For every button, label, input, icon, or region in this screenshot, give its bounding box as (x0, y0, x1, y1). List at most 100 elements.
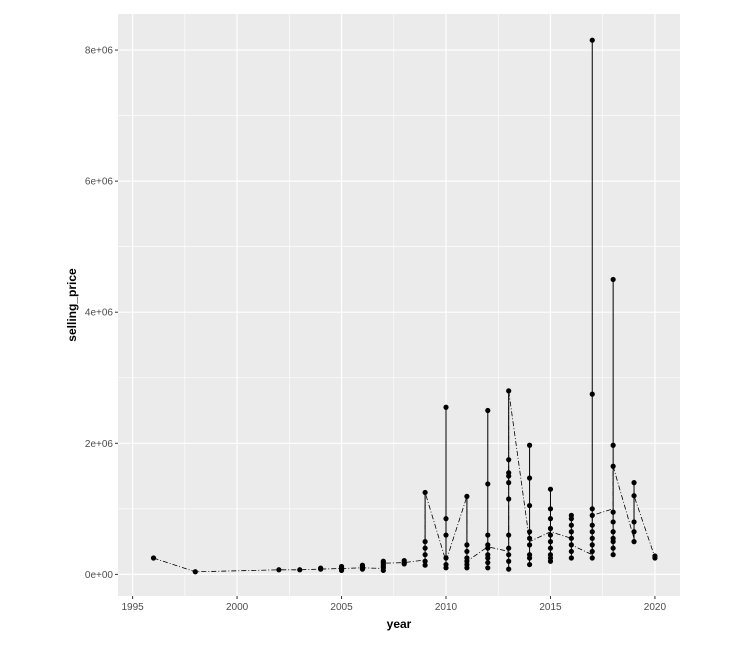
data-point (485, 565, 491, 571)
data-point (485, 532, 491, 538)
data-point (568, 548, 574, 555)
major-gridlines (118, 14, 680, 596)
data-point (506, 496, 512, 502)
y-tick-label: 6e+06 (85, 177, 114, 188)
data-point (464, 548, 470, 555)
data-point (547, 486, 554, 492)
data-point (506, 470, 512, 476)
data-point (610, 519, 616, 525)
data-point (380, 558, 386, 564)
data-point (547, 552, 554, 558)
data-point (506, 532, 512, 538)
data-point (443, 561, 449, 568)
data-point (464, 555, 470, 561)
data-point (568, 522, 574, 528)
data-point (568, 542, 574, 548)
data-point (506, 388, 512, 394)
data-point (526, 542, 533, 548)
data-point (526, 442, 533, 448)
data-point (485, 481, 491, 487)
data-point (464, 542, 470, 548)
x-tick-label: 2000 (226, 602, 249, 613)
data-point (359, 562, 366, 568)
data-point (422, 539, 428, 545)
y-axis-title: selling_price (65, 268, 79, 342)
data-point (422, 562, 428, 568)
data-point (589, 542, 595, 548)
x-tick-label: 2010 (435, 602, 458, 613)
data-point (631, 480, 637, 486)
data-point (568, 555, 574, 561)
data-point (192, 569, 198, 575)
x-tick-label: 2020 (644, 602, 667, 613)
y-tick-label: 2e+06 (85, 439, 114, 450)
data-point (150, 555, 157, 561)
data-point (589, 535, 595, 541)
data-point (589, 548, 595, 555)
plot-panel (118, 14, 680, 596)
data-point (422, 552, 428, 558)
data-point (547, 516, 554, 522)
data-point (568, 535, 574, 541)
data-point (547, 539, 554, 545)
data-point (631, 493, 637, 499)
data-point (589, 391, 595, 397)
data-point (443, 404, 449, 410)
data-point (422, 489, 428, 496)
y-tick-label: 8e+06 (85, 46, 114, 57)
data-point (526, 535, 533, 541)
data-point (276, 567, 282, 573)
data-point (422, 545, 428, 551)
axes: 1995 2000 2005 2010 2015 2020 0e+00 2e+06 4e+06 6… (85, 46, 667, 613)
data-point (547, 506, 554, 512)
data-point (568, 529, 574, 535)
data-points (150, 37, 658, 575)
data-point (589, 512, 595, 518)
data-point (589, 37, 595, 43)
data-point (652, 553, 658, 559)
data-point (547, 532, 554, 538)
data-point (422, 558, 428, 564)
data-point (485, 407, 491, 414)
data-point (338, 563, 345, 570)
data-point (443, 516, 449, 522)
data-point (506, 566, 512, 572)
data-point (610, 276, 616, 283)
data-point (547, 545, 554, 551)
data-point (318, 565, 324, 571)
data-point (610, 529, 616, 535)
data-point (589, 522, 595, 528)
data-point (506, 480, 512, 486)
x-tick-label: 2015 (539, 602, 562, 613)
data-point (506, 545, 512, 551)
data-point (610, 463, 616, 469)
x-tick-label: 2005 (330, 602, 353, 613)
data-point (610, 509, 616, 515)
data-point (464, 493, 470, 499)
minor-gridlines (118, 14, 680, 596)
data-point (506, 552, 512, 558)
data-point (610, 442, 616, 448)
data-point (526, 502, 533, 509)
data-point (297, 567, 303, 573)
data-point (589, 555, 595, 561)
data-point (526, 529, 533, 535)
data-point (506, 558, 512, 564)
x-axis-title: year (387, 617, 412, 631)
data-point (610, 535, 616, 541)
data-point (589, 506, 595, 512)
y-tick-label: 0e+00 (85, 570, 114, 581)
y-tick-label: 4e+06 (85, 308, 114, 319)
data-point (526, 561, 533, 568)
x-tick-label: 1995 (121, 602, 144, 613)
data-point (631, 539, 637, 545)
data-point (631, 519, 637, 525)
data-point (547, 525, 554, 532)
data-point (568, 512, 574, 518)
data-point (401, 558, 407, 564)
data-point (526, 552, 533, 558)
data-point (631, 529, 637, 535)
data-point (610, 552, 616, 558)
data-point (589, 529, 595, 535)
